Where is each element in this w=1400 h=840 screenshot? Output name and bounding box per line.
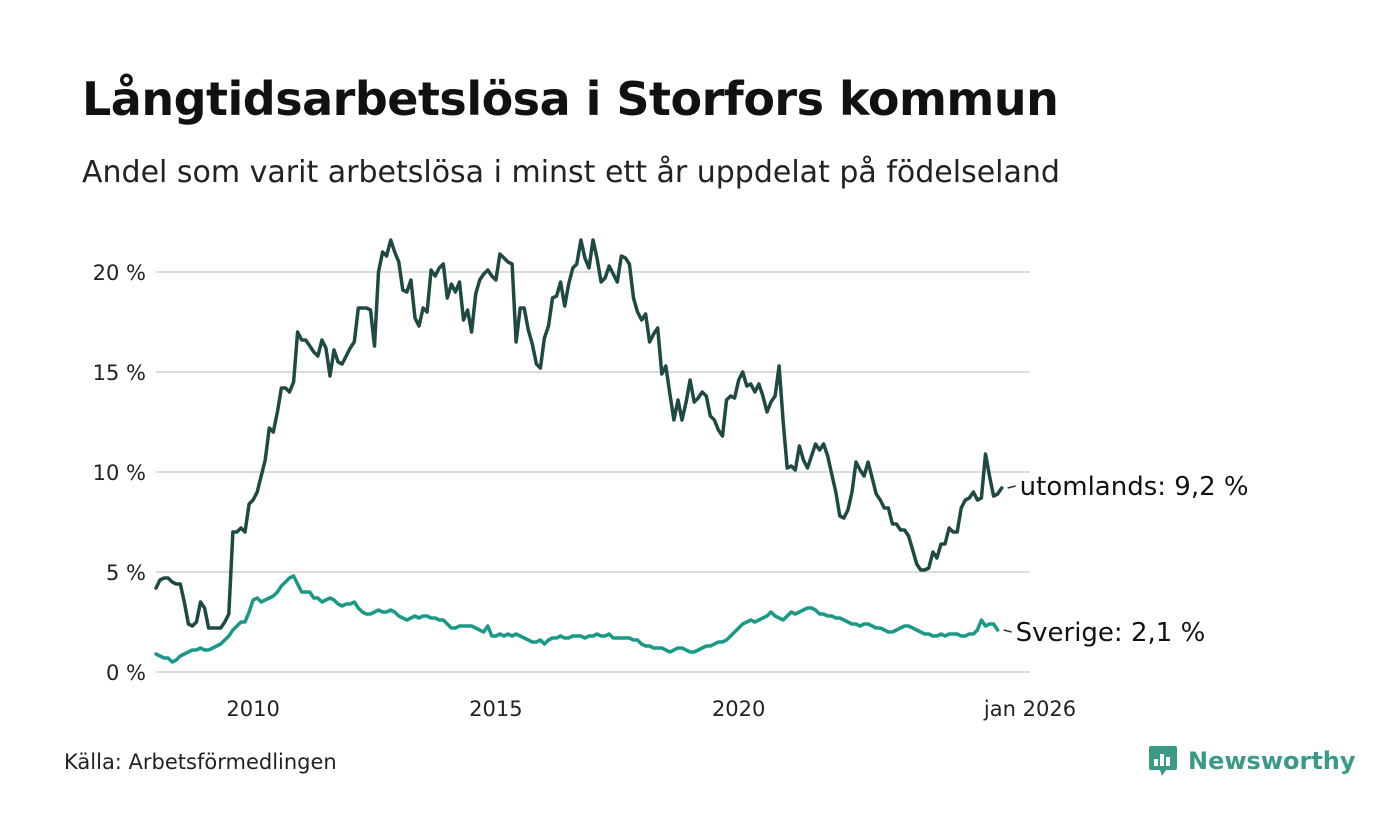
- y-tick-label: 10 %: [93, 461, 146, 485]
- brand-logo: Newsworthy: [1148, 744, 1356, 778]
- y-tick-label: 15 %: [93, 361, 146, 385]
- x-axis-ticks: 2010 2015 2020 jan 2026: [226, 697, 1076, 721]
- y-tick-label: 20 %: [93, 261, 146, 285]
- end-label-connector: [1003, 629, 1012, 633]
- series-end-labels: utomlands: 9,2 % Sverige: 2,1 %: [1003, 472, 1249, 648]
- x-tick-label: 2020: [712, 697, 765, 721]
- chart-title: Långtidsarbetslösa i Storfors kommun: [82, 72, 1059, 126]
- y-axis-ticks: 0 % 5 % 10 % 15 % 20 %: [93, 261, 146, 685]
- series-line-utomlands: [154, 238, 1004, 630]
- series-line-sverige: [154, 574, 1000, 664]
- source-note: Källa: Arbetsförmedlingen: [64, 750, 337, 774]
- y-tick-label: 5 %: [106, 561, 146, 585]
- x-tick-label: 2010: [226, 697, 279, 721]
- newsworthy-logo-icon: [1149, 746, 1177, 776]
- x-tick-label: 2015: [469, 697, 522, 721]
- y-tick-label: 0 %: [106, 661, 146, 685]
- gridlines: [156, 271, 1030, 673]
- series-end-label-utomlands: utomlands: 9,2 %: [1020, 472, 1249, 502]
- chart-subtitle: Andel som varit arbetslösa i minst ett å…: [82, 155, 1060, 190]
- series-lines: [154, 238, 1004, 664]
- brand-name: Newsworthy: [1188, 747, 1356, 775]
- series-end-label-sverige: Sverige: 2,1 %: [1016, 618, 1206, 648]
- x-tick-label: jan 2026: [983, 697, 1076, 721]
- end-label-connector: [1007, 485, 1016, 489]
